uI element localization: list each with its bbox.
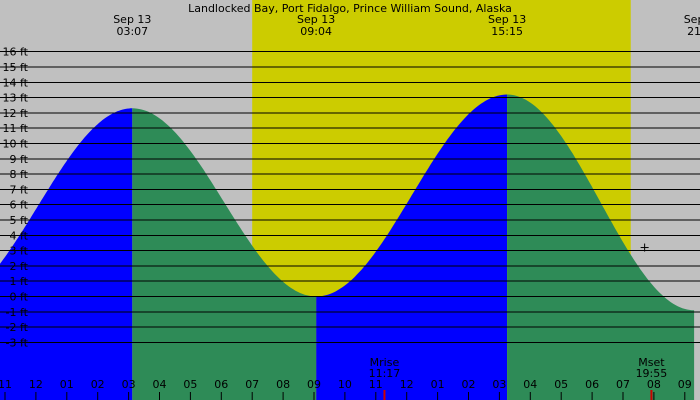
tide-time-label: 15:15 [491, 25, 523, 38]
x-tick-label: 07 [616, 378, 630, 391]
y-tick-label: 9 ft [10, 153, 29, 166]
y-tick-label: 5 ft [10, 214, 29, 227]
y-tick-label: 0 ft [10, 291, 29, 304]
moon-event-label: Mrise [370, 356, 400, 369]
y-tick-label: 4 ft [10, 229, 29, 242]
x-tick-label: 09 [307, 378, 321, 391]
y-tick-label: 1 ft [10, 275, 29, 288]
x-tick-label: 08 [276, 378, 290, 391]
y-tick-labels: -3 ft -2 ft -1 ft 0 ft 1 ft 2 ft 3 ft 4 ft 5 ft 6… [3, 46, 29, 350]
x-tick-label: 06 [214, 378, 228, 391]
x-tick-label: 02 [462, 378, 476, 391]
current-marker [640, 243, 649, 252]
x-tick-label: 09 [678, 378, 692, 391]
y-tick-label: 13 ft [3, 92, 29, 105]
y-tick-label: 11 ft [3, 122, 29, 135]
x-tick-label: 08 [647, 378, 661, 391]
grid-lines [0, 51, 700, 343]
y-tick-label: 8 ft [10, 168, 29, 181]
x-tick-label: 03 [122, 378, 136, 391]
x-tick-label: 01 [60, 378, 74, 391]
x-tick-label: 12 [29, 378, 43, 391]
x-tick-label: 01 [431, 378, 445, 391]
x-tick-label: 11 [0, 378, 12, 391]
y-tick-label: 2 ft [10, 260, 29, 273]
y-tick-label: -1 ft [6, 306, 29, 319]
x-tick-label: 05 [183, 378, 197, 391]
x-tick-label: 04 [523, 378, 537, 391]
y-tick-label: 10 ft [3, 138, 29, 151]
x-tick-labels: 11 12 01 02 03 04 05 06 07 08 09 10 11 12 01 02 03 04 05 06… [0, 378, 692, 400]
x-tick-label: 11 [369, 378, 383, 391]
tide-time-label: 21 [687, 25, 700, 38]
x-tick-label: 05 [554, 378, 568, 391]
x-tick-label: 10 [338, 378, 352, 391]
tide-date-label: Sep [684, 13, 700, 26]
tide-date-label: Sep 13 [113, 13, 151, 26]
x-tick-label: 04 [153, 378, 167, 391]
tide-time-label: 03:07 [116, 25, 148, 38]
y-tick-label: 14 ft [3, 76, 29, 89]
y-tick-label: -2 ft [6, 321, 29, 334]
y-tick-label: 7 ft [10, 183, 29, 196]
x-tick-label: 07 [245, 378, 259, 391]
rising-tide-area [316, 94, 508, 400]
y-tick-label: 16 ft [3, 46, 29, 59]
tide-date-label: Sep 13 [297, 13, 335, 26]
falling-tide-area [507, 94, 695, 400]
x-tick-label: 03 [492, 378, 506, 391]
x-tick-label: 02 [91, 378, 105, 391]
tide-date-label: Sep 13 [488, 13, 526, 26]
y-tick-label: 12 ft [3, 107, 29, 120]
y-tick-label: 3 ft [10, 245, 29, 258]
moon-event-label: Mset [638, 356, 665, 369]
y-tick-label: 6 ft [10, 199, 29, 212]
moon-event-time: 11:17 [369, 367, 401, 380]
y-tick-label: -3 ft [6, 336, 29, 349]
x-tick-label: 12 [400, 378, 414, 391]
tide-time-label: 09:04 [300, 25, 332, 38]
x-tick-label: 06 [585, 378, 599, 391]
chart-title: Landlocked Bay, Port Fidalgo, Prince Wil… [188, 2, 512, 15]
y-tick-label: 15 ft [3, 61, 29, 74]
moon-event-time: 19:55 [636, 367, 668, 380]
